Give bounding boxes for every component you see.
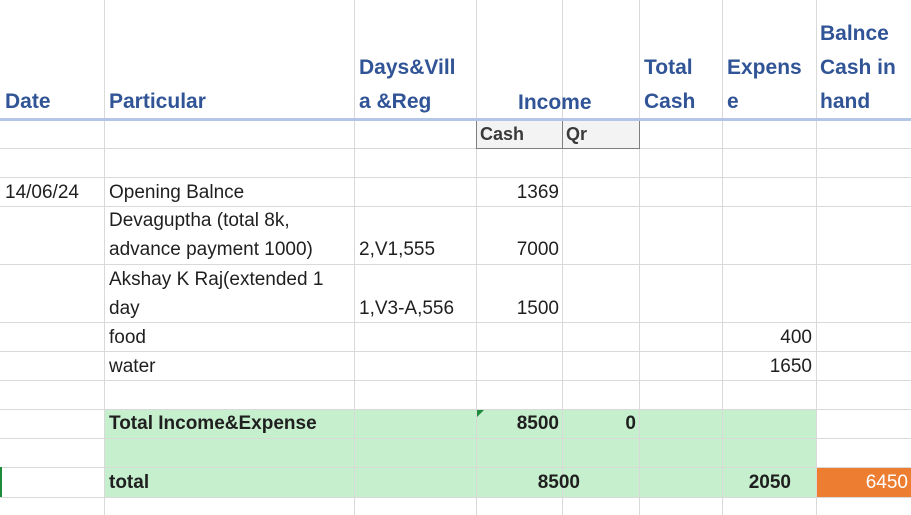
subheader-border-left — [476, 120, 477, 149]
cell-days[interactable]: 1,V3-A,556 — [359, 298, 455, 319]
gridline — [104, 0, 105, 515]
total-qr-value[interactable]: 0 — [625, 413, 636, 434]
gridline — [0, 264, 911, 265]
gridline — [0, 380, 911, 381]
gridline — [0, 351, 911, 352]
header-rule — [0, 118, 911, 121]
gridline — [639, 0, 640, 515]
cell-particular-line1[interactable]: Akshay K Raj(extended 1 — [109, 269, 324, 290]
total-expense-value[interactable]: 2050 — [748, 472, 791, 493]
cell-particular-line2[interactable]: day — [109, 298, 140, 319]
total-cash-value[interactable]: 8500 — [516, 413, 559, 434]
gridline — [722, 0, 723, 515]
header-balance-line2[interactable]: Cash in — [820, 56, 896, 79]
header-balance-line1[interactable]: Balnce — [820, 22, 889, 45]
gridline — [0, 438, 911, 439]
header-income[interactable]: Income — [518, 91, 592, 114]
header-balance-line3[interactable]: hand — [820, 90, 871, 113]
subheader-border-mid — [562, 120, 563, 149]
header-expense-line1[interactable]: Expens — [727, 56, 802, 79]
subheader-fill — [476, 120, 640, 148]
total-label[interactable]: total — [109, 472, 150, 493]
gridline — [0, 148, 911, 149]
header-days-line1[interactable]: Days&Vill — [359, 56, 456, 79]
balance-cell-fill — [816, 467, 911, 497]
selection-edge-marker — [0, 467, 2, 497]
subheader-border-bottom — [476, 148, 640, 149]
cell-expense[interactable]: 400 — [780, 327, 812, 348]
header-total-cash-line1[interactable]: Total — [644, 56, 693, 79]
cell-cash[interactable]: 1369 — [516, 182, 559, 203]
cell-particular[interactable]: food — [109, 327, 146, 348]
gridline — [0, 206, 911, 207]
cell-cash[interactable]: 1500 — [516, 298, 559, 319]
balance-cash-in-hand-value[interactable]: 6450 — [865, 472, 908, 493]
gridline — [0, 497, 911, 498]
cell-date[interactable]: 14/06/24 — [5, 182, 79, 203]
cell-particular-line1[interactable]: Devaguptha (total 8k, — [109, 210, 290, 231]
error-indicator-icon — [477, 410, 484, 417]
gridline — [0, 467, 911, 468]
header-total-cash-line2[interactable]: Cash — [644, 90, 696, 113]
total-income-expense-fill — [104, 409, 816, 438]
header-days-line2[interactable]: a &Reg — [359, 90, 432, 113]
gridline — [816, 0, 817, 515]
gridline — [0, 322, 911, 323]
gridline — [354, 0, 355, 515]
subheader-border-right — [639, 120, 640, 149]
cell-particular[interactable]: water — [109, 356, 156, 377]
header-expense-line2[interactable]: e — [727, 90, 739, 113]
total-income-expense-label[interactable]: Total Income&Expense — [109, 413, 317, 434]
subheader-cash[interactable]: Cash — [480, 124, 525, 144]
cell-expense[interactable]: 1650 — [769, 356, 812, 377]
cell-cash[interactable]: 7000 — [516, 239, 559, 260]
cell-particular[interactable]: Opening Balnce — [109, 182, 245, 203]
header-date[interactable]: Date — [5, 90, 51, 113]
cell-particular-line2[interactable]: advance payment 1000) — [109, 239, 313, 260]
gridline — [0, 409, 911, 410]
header-particular[interactable]: Particular — [109, 90, 206, 113]
gridline — [562, 0, 563, 515]
total-income-value[interactable]: 8500 — [537, 472, 580, 493]
cell-days[interactable]: 2,V1,555 — [359, 239, 436, 260]
subheader-qr[interactable]: Qr — [566, 124, 588, 144]
gridline — [476, 0, 477, 515]
gridline — [0, 177, 911, 178]
